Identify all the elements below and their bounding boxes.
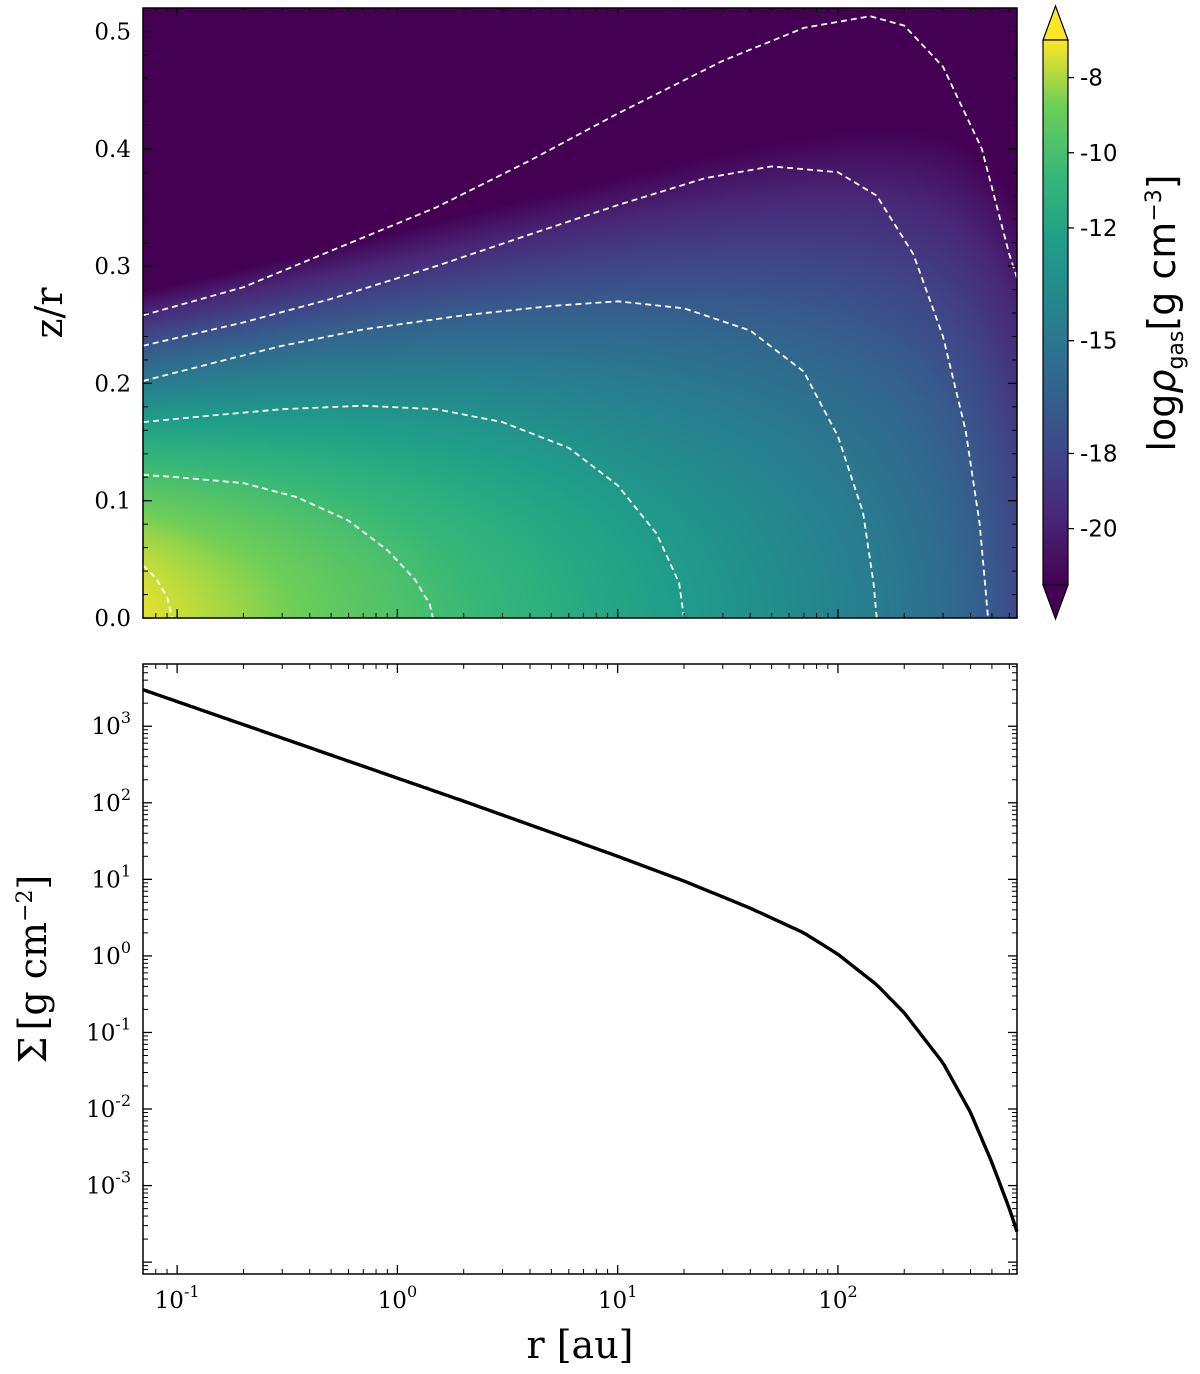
surface-density-xtick-label-3: 102 <box>818 1282 857 1314</box>
colorbar-ticks: -8 -10 -12 -15 -18 -20 <box>1068 66 1118 543</box>
surface-density-ylabel-unit: [g cm <box>11 922 55 1031</box>
density-ytick-label-5: 0.5 <box>94 19 131 45</box>
colorbar-label-exp: −3 <box>1142 189 1167 221</box>
colorbar-label-close: ] <box>1140 174 1184 189</box>
surface-density-line <box>142 688 1019 1233</box>
colorbar-label-log: log <box>1140 394 1184 452</box>
density-panel: 0.0 0.1 0.2 0.3 0.4 0.5 z/r <box>27 7 1018 632</box>
surface-density-xtick-label-2: 101 <box>598 1282 637 1314</box>
surface-density-ylabel: Σ [g cm−2] <box>11 875 55 1064</box>
surface-density-ytick-label-0-base: 10 <box>92 714 121 740</box>
surface-density-ytick-label-0-exp: 3 <box>121 708 131 727</box>
density-ticks: 0.0 0.1 0.2 0.3 0.4 0.5 <box>94 8 1017 632</box>
surface-density-ytick-label-3: 100 <box>92 938 131 970</box>
density-ylabel: z/r <box>27 287 71 339</box>
colorbar-extend-min <box>1042 584 1069 621</box>
contour-1 <box>143 564 174 618</box>
surface-density-ytick-label-2-base: 10 <box>92 867 121 893</box>
colorbar-tick-label-3: -15 <box>1080 329 1118 355</box>
contour-3 <box>143 404 685 618</box>
surface-density-xtick-label-1-base: 10 <box>378 1288 407 1314</box>
colorbar-label-unit: [g cm <box>1140 222 1184 331</box>
surface-density-ylabel-exp: −2 <box>13 889 38 921</box>
colorbar-extend-max <box>1042 4 1069 41</box>
surface-density-ytick-label-5-base: 10 <box>86 1097 115 1123</box>
surface-density-xtick-label-3-base: 10 <box>818 1288 847 1314</box>
colorbar-label-rho: ρ <box>1140 370 1184 394</box>
surface-density-xlabel: r [au] <box>526 1323 633 1367</box>
surface-density-xtick-label-1-exp: 0 <box>407 1282 417 1301</box>
surface-density-ytick-label-1-base: 10 <box>92 791 121 817</box>
density-heatmap <box>143 8 1017 618</box>
surface-density-ytick-label-2: 101 <box>92 861 131 893</box>
colorbar-label-sub: gas <box>1164 331 1189 370</box>
surface-density-xtick-label-3-exp: 2 <box>847 1282 857 1301</box>
colorbar-tick-label-0: -8 <box>1080 66 1103 92</box>
surface-density-ytick-label-6: 10-3 <box>86 1168 131 1200</box>
density-ytick-label-0: 0.0 <box>94 606 131 632</box>
colorbar-tick-label-4: -18 <box>1080 441 1118 467</box>
colorbar-tick-label-5: -20 <box>1080 517 1118 543</box>
surface-density-ytick-label-6-base: 10 <box>86 1174 115 1200</box>
surface-density-xtick-label-2-base: 10 <box>598 1288 627 1314</box>
surface-density-xtick-label-2-exp: 1 <box>627 1282 637 1301</box>
surface-density-ylabel-close: ] <box>11 875 55 890</box>
surface-density-ytick-label-3-base: 10 <box>92 944 121 970</box>
surface-density-xtick-label-0-base: 10 <box>155 1288 184 1314</box>
surface-density-ylabel-sigma: Σ <box>11 1036 55 1063</box>
surface-density-ytick-label-4: 10-1 <box>86 1014 131 1046</box>
surface-density-ytick-label-1-exp: 2 <box>121 785 131 804</box>
density-ytick-label-2: 0.2 <box>94 371 131 397</box>
surface-density-xtick-label-0-exp: -1 <box>184 1282 200 1301</box>
colorbar-label: logρgas[g cm−3] <box>1140 174 1189 451</box>
surface-density-xtick-label-1: 100 <box>378 1282 417 1314</box>
contour-2 <box>143 474 434 618</box>
colorbar-tick-label-1: -10 <box>1080 141 1118 167</box>
surface-density-ytick-label-3-exp: 0 <box>121 938 131 957</box>
surface-density-ytick-label-4-exp: -1 <box>115 1014 131 1033</box>
colorbar-scale <box>1042 39 1069 586</box>
density-contours <box>143 15 1017 618</box>
colorbar-tick-label-2: -12 <box>1080 216 1118 242</box>
surface-density-xtick-label-0: 10-1 <box>155 1282 200 1314</box>
surface-density-ytick-label-2-exp: 1 <box>121 861 131 880</box>
density-ytick-label-1: 0.1 <box>94 489 131 515</box>
surface-density-plot-frame <box>142 663 1018 1275</box>
surface-density-ytick-label-6-exp: -3 <box>115 1168 131 1187</box>
surface-density-ytick-label-5: 10-2 <box>86 1091 131 1123</box>
surface-density-ytick-label-1: 102 <box>92 785 131 817</box>
surface-density-ytick-label-4-base: 10 <box>86 1020 115 1046</box>
surface-density-ytick-label-0: 103 <box>92 708 131 740</box>
density-ytick-label-3: 0.3 <box>94 254 131 280</box>
density-ytick-label-4: 0.4 <box>94 137 131 163</box>
colorbar: -8 -10 -12 -15 -18 -20 logρgas[g cm−3] <box>1042 4 1189 621</box>
surface-density-ytick-label-5-exp: -2 <box>115 1091 131 1110</box>
contour-4 <box>143 300 878 618</box>
